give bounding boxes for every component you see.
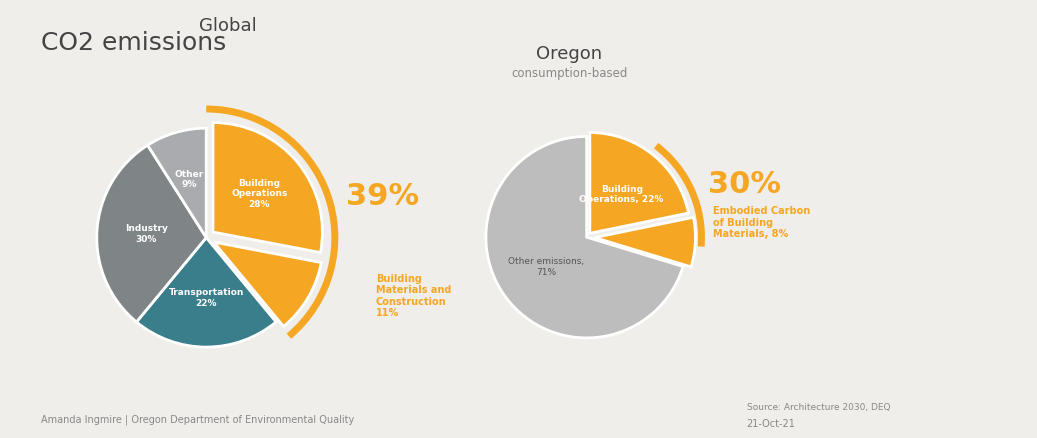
Text: 21-Oct-21: 21-Oct-21 bbox=[747, 419, 795, 429]
Text: Amanda Ingmire | Oregon Department of Environmental Quality: Amanda Ingmire | Oregon Department of En… bbox=[41, 414, 355, 425]
Wedge shape bbox=[594, 217, 696, 267]
Wedge shape bbox=[147, 128, 206, 237]
Text: consumption-based: consumption-based bbox=[511, 67, 627, 80]
Text: Building
Operations
28%: Building Operations 28% bbox=[231, 179, 287, 208]
Text: 30%: 30% bbox=[707, 170, 781, 199]
Text: Other
9%: Other 9% bbox=[175, 170, 204, 190]
Text: Source: Architecture 2030, DEQ: Source: Architecture 2030, DEQ bbox=[747, 403, 890, 412]
Wedge shape bbox=[137, 237, 276, 347]
Text: Building
Materials and
Construction
11%: Building Materials and Construction 11% bbox=[376, 274, 451, 318]
Wedge shape bbox=[590, 133, 689, 233]
Wedge shape bbox=[214, 242, 321, 326]
Text: CO2 emissions: CO2 emissions bbox=[41, 31, 227, 55]
Text: Other emissions,
71%: Other emissions, 71% bbox=[508, 258, 584, 277]
Text: Embodied Carbon
of Building
Materials, 8%: Embodied Carbon of Building Materials, 8… bbox=[712, 206, 810, 239]
Text: 39%: 39% bbox=[346, 181, 420, 211]
Text: Global: Global bbox=[199, 18, 257, 35]
Text: Oregon: Oregon bbox=[536, 45, 602, 63]
Text: Industry
30%: Industry 30% bbox=[124, 224, 168, 244]
Text: Transportation
22%: Transportation 22% bbox=[169, 288, 244, 307]
Wedge shape bbox=[213, 123, 323, 253]
Wedge shape bbox=[96, 145, 206, 322]
Wedge shape bbox=[486, 137, 683, 338]
Text: Building
Operations, 22%: Building Operations, 22% bbox=[580, 184, 664, 204]
